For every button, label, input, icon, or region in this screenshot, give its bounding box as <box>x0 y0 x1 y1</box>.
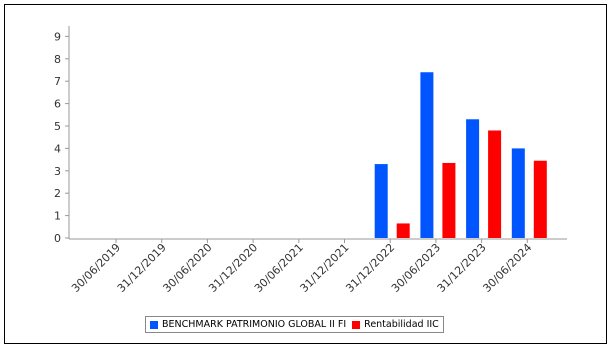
bar-benchmark <box>420 72 434 239</box>
y-tick-label: 3 <box>54 165 61 178</box>
bar-rentabilidad <box>533 160 547 238</box>
y-tick-label: 0 <box>54 232 61 245</box>
chart-legend: BENCHMARK PATRIMONIO GLOBAL II FI Rentab… <box>145 316 444 333</box>
y-tick-label: 1 <box>54 210 61 223</box>
y-tick-label: 5 <box>54 120 61 133</box>
bar-rentabilidad <box>442 162 456 238</box>
y-tick-label: 2 <box>54 187 61 200</box>
bar-benchmark <box>511 148 525 238</box>
legend-swatch-benchmark <box>150 320 158 329</box>
bar-benchmark <box>374 164 388 238</box>
y-tick-label: 8 <box>54 53 61 66</box>
chart-frame <box>4 4 607 344</box>
x-tick-label: 30/06/2024 <box>480 241 534 295</box>
legend-item-rentabilidad: Rentabilidad IIC <box>352 319 439 330</box>
legend-item-benchmark: BENCHMARK PATRIMONIO GLOBAL II FI <box>150 319 346 330</box>
legend-label-benchmark: BENCHMARK PATRIMONIO GLOBAL II FI <box>162 319 347 330</box>
bars <box>374 72 547 239</box>
y-tick-label: 7 <box>54 75 61 88</box>
y-tick-label: 4 <box>54 142 61 155</box>
legend-swatch-rentabilidad <box>352 320 361 329</box>
y-tick-label: 6 <box>54 98 61 111</box>
bar-rentabilidad <box>396 223 410 238</box>
legend-label-rentabilidad: Rentabilidad IIC <box>364 319 439 330</box>
y-axis: 0 1 2 3 4 5 6 7 8 9 <box>54 30 69 245</box>
y-tick-label: 9 <box>54 30 61 43</box>
bar-benchmark <box>466 119 480 238</box>
bar-rentabilidad <box>488 130 502 238</box>
x-axis: 30/06/201931/12/201930/06/202031/12/2020… <box>69 239 534 295</box>
